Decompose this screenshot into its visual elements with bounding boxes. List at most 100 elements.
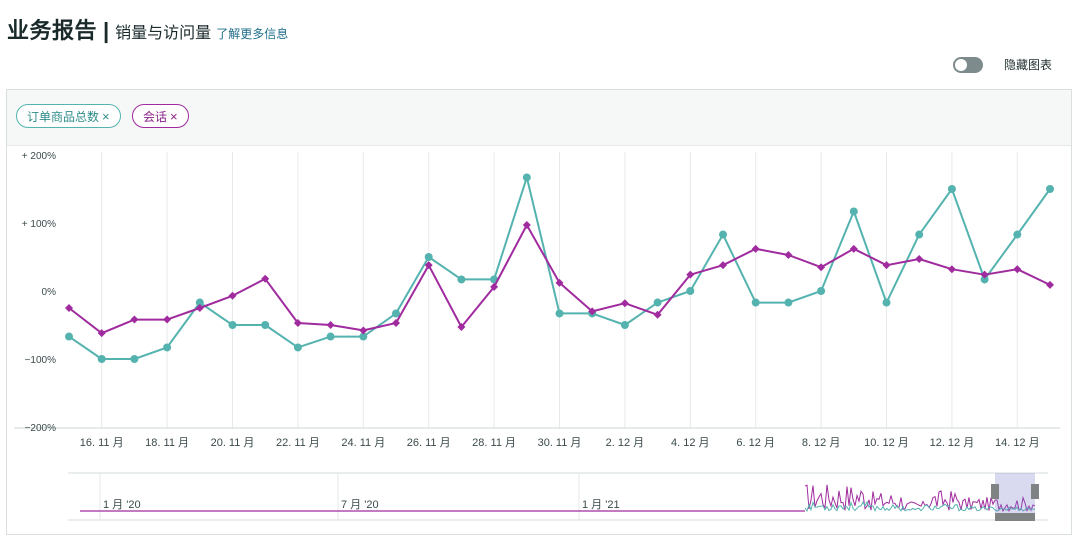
y-tick-label: + 200% (22, 151, 56, 162)
data-point-sessions[interactable] (686, 270, 695, 279)
data-point-orders[interactable] (947, 185, 956, 193)
hide-chart-toggle[interactable] (952, 56, 983, 73)
data-point-sessions[interactable] (424, 261, 433, 270)
data-point-orders[interactable] (359, 332, 368, 341)
data-point-orders[interactable] (849, 207, 858, 216)
data-point-orders[interactable] (620, 321, 629, 329)
title-separator: | (103, 18, 110, 43)
data-point-sessions[interactable] (555, 278, 564, 287)
x-tick-label: 10. 12 月 (864, 437, 909, 449)
data-point-orders[interactable] (686, 287, 695, 295)
data-point-orders[interactable] (555, 309, 564, 318)
data-point-sessions[interactable] (849, 244, 858, 253)
data-point-sessions[interactable] (620, 299, 629, 308)
data-point-orders[interactable] (653, 298, 662, 307)
y-tick-label: −200% (25, 423, 57, 434)
data-point-sessions[interactable] (228, 291, 237, 300)
x-tick-label: 6. 12 月 (736, 437, 775, 449)
data-point-sessions[interactable] (817, 263, 826, 272)
data-point-sessions[interactable] (882, 261, 891, 270)
data-point-sessions[interactable] (457, 323, 466, 332)
data-point-orders[interactable] (1013, 230, 1022, 239)
legend-pill-orders-label: 订单商品总数 (27, 109, 100, 124)
data-point-sessions[interactable] (751, 244, 760, 253)
data-point-sessions[interactable] (195, 304, 204, 312)
legend-pill-sessions[interactable]: 会话 × (132, 104, 189, 128)
data-point-sessions[interactable] (490, 282, 499, 291)
navigator-handle-left[interactable] (991, 484, 999, 499)
x-tick-label: 2. 12 月 (606, 437, 645, 449)
navigator-handle-right[interactable] (1031, 484, 1039, 499)
data-point-sessions[interactable] (980, 270, 989, 279)
data-point-orders[interactable] (424, 253, 433, 261)
x-tick-label: 24. 11 月 (341, 437, 385, 449)
data-point-sessions[interactable] (784, 250, 793, 259)
navigator-series-orders (804, 500, 1036, 513)
data-point-orders[interactable] (97, 355, 106, 363)
data-point-sessions[interactable] (130, 315, 139, 324)
data-point-orders[interactable] (1046, 185, 1054, 193)
data-point-sessions[interactable] (653, 310, 662, 319)
data-point-orders[interactable] (915, 230, 924, 239)
data-point-sessions[interactable] (392, 318, 400, 327)
page-header: 业务报告 | 销量与访问量 了解更多信息 (7, 13, 288, 45)
data-point-orders[interactable] (228, 321, 237, 329)
legend-pill-orders[interactable]: 订单商品总数 × (16, 104, 121, 128)
data-point-sessions[interactable] (65, 304, 73, 312)
x-tick-label: 20. 11 月 (211, 437, 255, 449)
x-tick-label: 28. 11 月 (472, 437, 516, 449)
hide-chart-label: 隐藏图表 (1003, 58, 1052, 72)
navigator-selection[interactable] (995, 473, 1035, 513)
y-tick-label: + 100% (22, 219, 56, 230)
data-point-orders[interactable] (719, 230, 727, 239)
data-point-sessions[interactable] (359, 326, 368, 335)
data-point-orders[interactable] (261, 321, 270, 329)
remove-sessions-icon[interactable]: × (170, 108, 178, 124)
hide-chart-control: 隐藏图表 (952, 56, 1052, 73)
data-point-orders[interactable] (817, 287, 826, 295)
data-point-sessions[interactable] (97, 329, 106, 338)
navigator-series-sessions (804, 484, 1036, 513)
data-point-sessions[interactable] (326, 321, 335, 329)
x-tick-label: 4. 12 月 (671, 437, 710, 449)
x-tick-label: 30. 11 月 (538, 437, 582, 449)
chart-panel: 订单商品总数 × 会话 × (6, 89, 1072, 535)
x-tick-label: 14. 12 月 (995, 437, 1040, 449)
data-point-orders[interactable] (326, 332, 335, 341)
data-point-orders[interactable] (457, 275, 466, 284)
y-tick-label: −100% (25, 355, 57, 366)
data-point-orders[interactable] (882, 298, 891, 307)
data-point-sessions[interactable] (1046, 280, 1054, 289)
data-point-sessions[interactable] (163, 315, 172, 324)
x-tick-label: 8. 12 月 (802, 437, 841, 449)
data-point-sessions[interactable] (293, 318, 302, 327)
x-tick-label: 18. 11 月 (145, 437, 189, 449)
learn-more-link[interactable]: 了解更多信息 (216, 27, 289, 41)
data-point-orders[interactable] (751, 298, 760, 307)
data-point-orders[interactable] (130, 355, 139, 363)
x-tick-label: 26. 11 月 (407, 437, 451, 449)
data-point-sessions[interactable] (719, 261, 727, 270)
data-point-orders[interactable] (163, 343, 172, 352)
page-title: 业务报告 (7, 18, 98, 43)
data-point-orders[interactable] (980, 275, 989, 284)
data-point-orders[interactable] (293, 343, 302, 352)
data-point-sessions[interactable] (947, 265, 956, 274)
data-point-sessions[interactable] (261, 274, 270, 283)
data-point-orders[interactable] (522, 173, 531, 182)
data-point-orders[interactable] (392, 309, 400, 318)
data-point-orders[interactable] (65, 332, 73, 341)
navigator-scrollbar[interactable] (995, 513, 1035, 521)
remove-orders-icon[interactable]: × (102, 108, 110, 124)
legend-pill-sessions-label: 会话 (143, 109, 168, 124)
navigator-date-label: 1 月 '21 (582, 499, 620, 511)
data-point-orders[interactable] (195, 298, 204, 307)
data-point-sessions[interactable] (1013, 265, 1022, 274)
data-point-sessions[interactable] (588, 307, 597, 316)
data-point-sessions[interactable] (522, 221, 531, 230)
data-point-orders[interactable] (784, 298, 793, 307)
legend-bar: 订单商品总数 × 会话 × (7, 90, 1071, 146)
y-tick-label: 0% (42, 287, 57, 298)
data-point-sessions[interactable] (915, 255, 924, 264)
